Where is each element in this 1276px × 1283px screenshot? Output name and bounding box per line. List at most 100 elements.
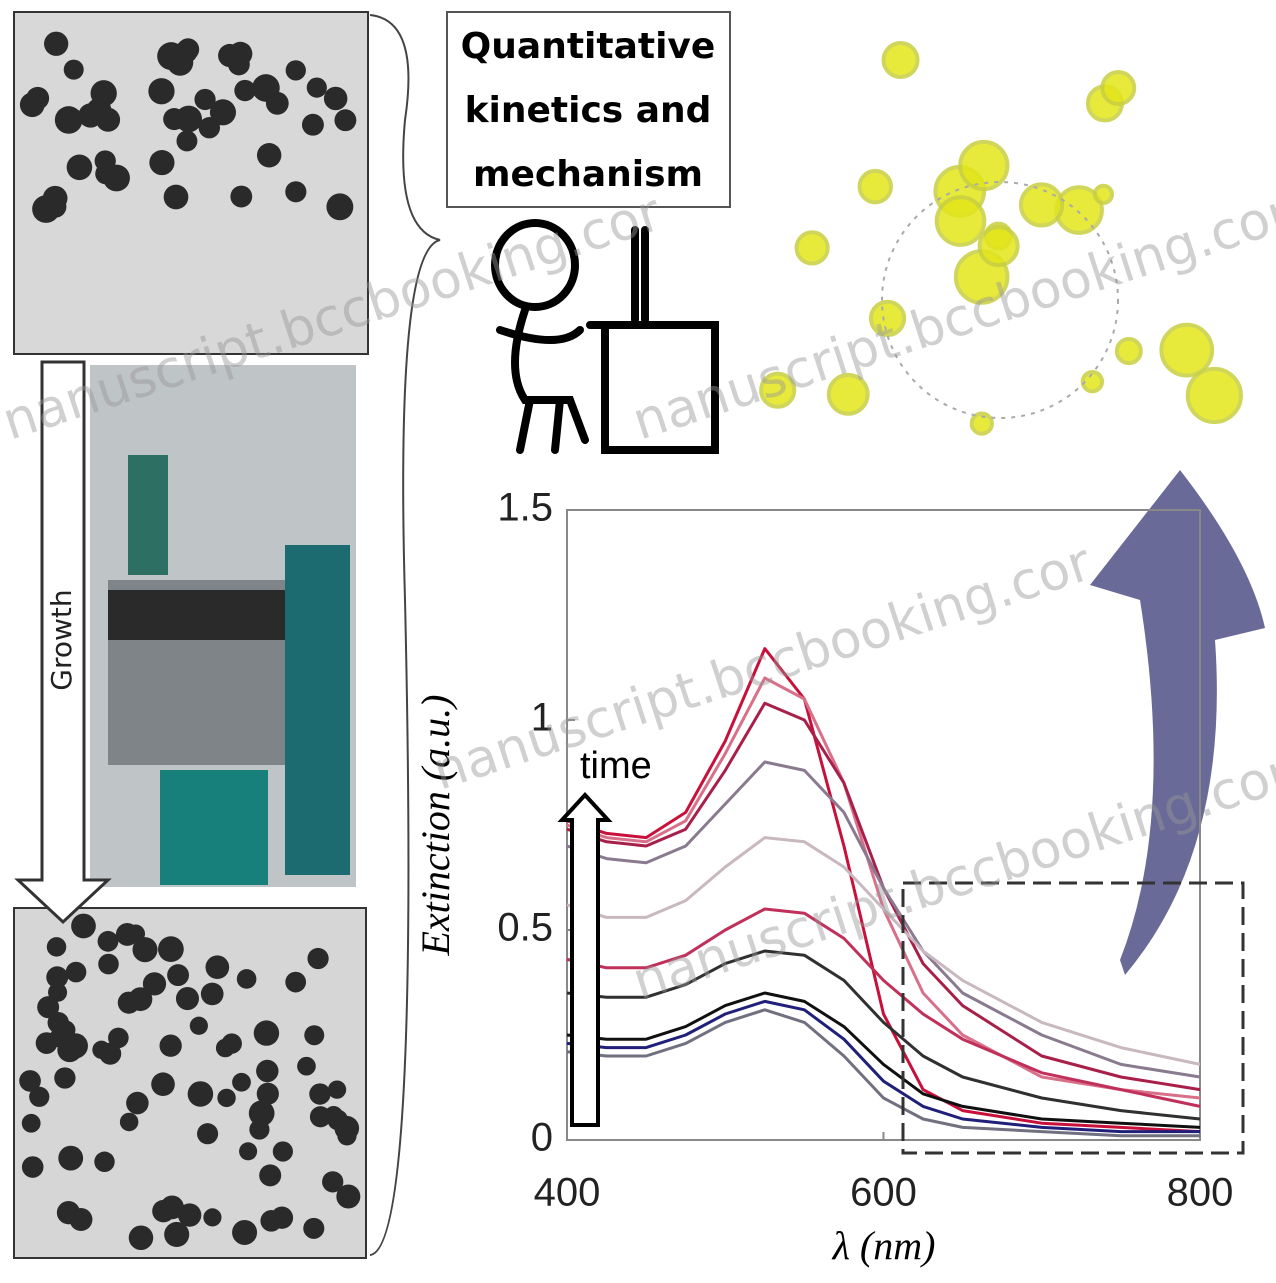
callout-line: mechanism	[473, 154, 703, 195]
particle	[19, 92, 45, 118]
reactor-lid	[108, 590, 288, 640]
particle	[126, 1091, 149, 1115]
particle	[285, 60, 306, 81]
zoom-circle	[881, 181, 1119, 419]
particle	[46, 966, 69, 989]
x-tick-label: 600	[850, 1171, 917, 1215]
particle	[164, 1221, 190, 1248]
time-label: time	[580, 745, 652, 787]
particle	[128, 1225, 154, 1251]
time-arrow	[557, 792, 613, 1127]
gold-particle	[934, 195, 987, 247]
probe	[285, 545, 350, 875]
spectrum-line	[566, 676, 1201, 1100]
particle	[46, 937, 67, 957]
spectrum-line	[566, 991, 1201, 1129]
zoom-box	[901, 881, 1245, 1155]
particle	[239, 1142, 258, 1161]
cycle-arrow	[1090, 470, 1265, 975]
particle	[48, 982, 68, 1002]
particle	[29, 1086, 50, 1107]
spectrum-line	[566, 1008, 1200, 1138]
particle	[58, 1145, 84, 1171]
gold-particle	[881, 40, 920, 80]
particle	[334, 109, 357, 132]
particle	[90, 80, 117, 107]
particle	[151, 1072, 175, 1097]
particle	[234, 79, 256, 102]
particle	[306, 77, 327, 98]
particle	[232, 1219, 258, 1245]
particle	[309, 1083, 331, 1105]
particle	[94, 1151, 115, 1172]
x-axis-label: λ (nm)	[832, 1223, 936, 1268]
particle	[252, 74, 280, 102]
brace	[369, 14, 441, 1256]
stirrer	[160, 770, 268, 885]
callout-line: kinetics and	[465, 90, 712, 131]
particle	[285, 971, 307, 993]
particle	[56, 1020, 76, 1040]
particle	[203, 1208, 222, 1227]
particle	[301, 113, 324, 136]
particle	[71, 913, 96, 939]
y-tick-label: 1.5	[497, 486, 553, 530]
x-tick-label: 800	[1167, 1171, 1234, 1215]
particle	[200, 982, 224, 1006]
particle	[159, 1034, 182, 1057]
particle	[187, 1081, 214, 1107]
particle	[92, 1040, 111, 1059]
spectrum-line	[566, 701, 1201, 1092]
y-tick-label: 0	[531, 1116, 553, 1160]
particle	[189, 1016, 208, 1035]
particle	[163, 108, 186, 131]
particle	[337, 1126, 357, 1146]
gold-particle	[958, 139, 1010, 192]
gold-particle	[1114, 337, 1143, 366]
particle	[218, 43, 242, 68]
particle	[54, 106, 83, 134]
particle	[253, 1020, 280, 1046]
particle	[65, 961, 87, 983]
particle	[97, 930, 119, 952]
y-axis-label: Extinction (a.u.)	[413, 694, 458, 956]
spectrum-line	[566, 907, 1201, 1108]
particle	[66, 154, 93, 181]
person-icon	[491, 219, 719, 454]
gold-particle	[1080, 369, 1105, 394]
gold-particle	[1159, 322, 1215, 378]
particle	[307, 947, 329, 970]
nanoparticles	[19, 31, 361, 1251]
gold-particle	[868, 299, 907, 338]
particle	[230, 185, 253, 208]
particle	[98, 953, 119, 975]
gold-particles	[759, 40, 1243, 436]
y-tick-label: 0.5	[497, 906, 553, 950]
spectrum-line	[566, 836, 1201, 1066]
reactor-clamp	[128, 455, 168, 575]
particle	[37, 996, 60, 1019]
particle	[260, 1210, 283, 1232]
particle	[163, 184, 189, 210]
particle	[62, 1033, 88, 1059]
particle	[232, 1072, 251, 1092]
particle	[69, 1208, 93, 1231]
gold-particle	[1100, 70, 1137, 106]
growth-label: Growth	[45, 589, 78, 690]
particle	[221, 1033, 242, 1054]
particle	[103, 164, 130, 192]
particle	[54, 1067, 76, 1089]
particle	[256, 1059, 279, 1083]
particle	[117, 991, 140, 1014]
particle	[272, 1141, 293, 1162]
gold-particle	[1185, 366, 1243, 425]
callout-line: Quantitative	[461, 26, 716, 67]
particle	[119, 1112, 139, 1132]
spectrum-line	[566, 760, 1201, 1079]
spectrum-line	[566, 647, 1201, 1134]
particle	[303, 1217, 325, 1239]
particle	[19, 1070, 41, 1092]
callout-box	[446, 11, 731, 208]
watermark: nanuscript.bccbooking.cor	[425, 533, 1098, 803]
